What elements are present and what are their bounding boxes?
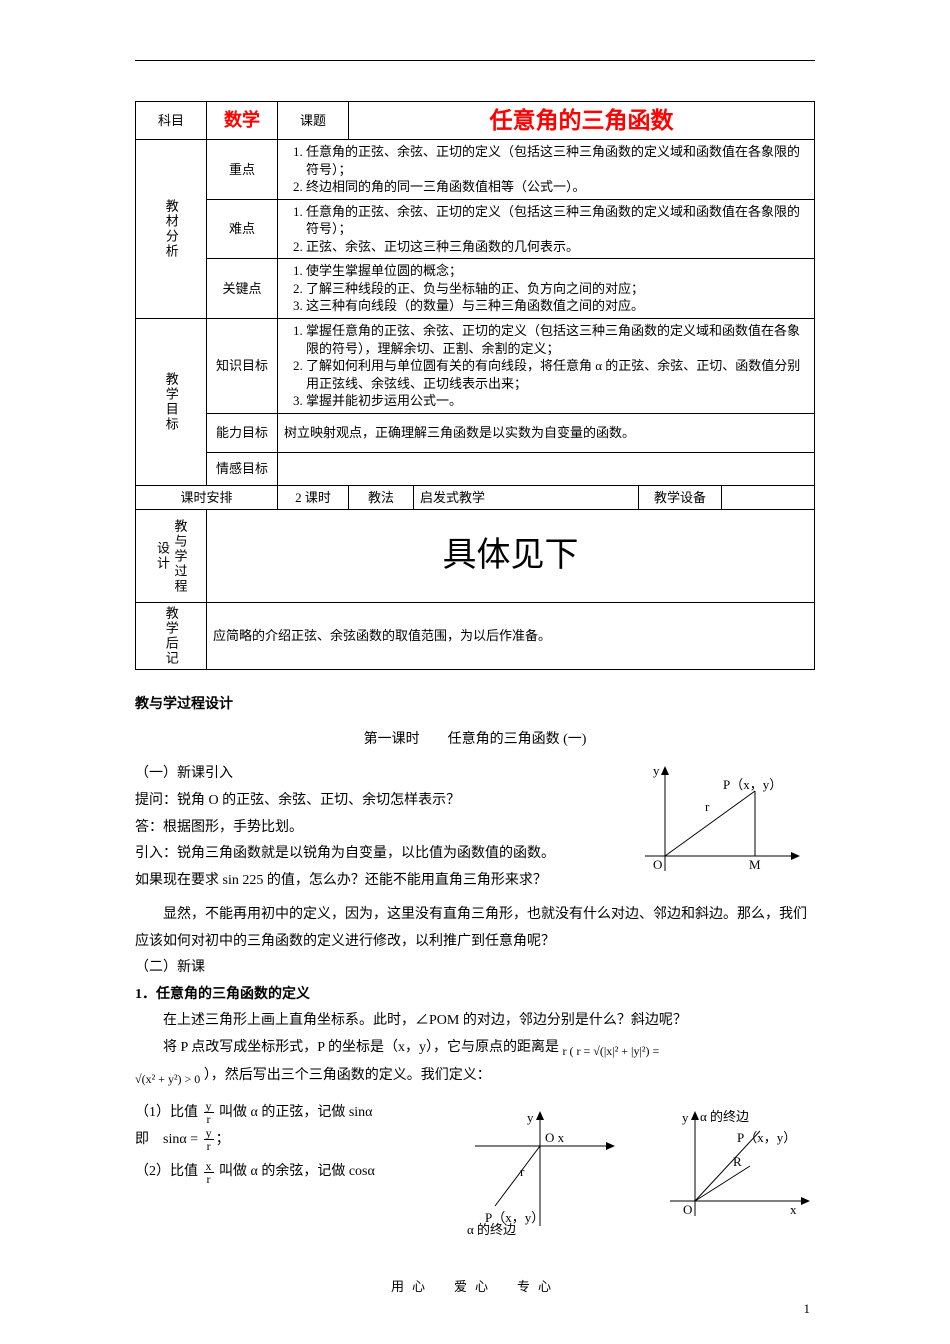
figure-quadrant1: α 的终边 y P（x，y） R O x: [655, 1106, 815, 1236]
footer-motto: 用心 爱心 专心: [135, 1276, 815, 1295]
label-process: 教与学过程设计: [136, 510, 207, 603]
label-keti: 课题: [278, 102, 349, 140]
label-nengli: 能力目标: [207, 413, 278, 452]
p2-2: 将 P 点改写成坐标形式，P 的坐标是（x，y），它与原点的距离是 r ( r …: [135, 1035, 815, 1063]
content-zhishi: 掌握任意角的正弦、余弦、正切的定义（包括这三种三角函数的定义域和函数值在各象限的…: [278, 318, 815, 413]
lesson-heading: 第一课时 任意角的三角函数 (一): [135, 727, 815, 754]
part1-title: （一）新课引入: [135, 761, 635, 788]
def2-b: 叫做 α 的余弦，记做 cosα: [219, 1164, 375, 1179]
page-number: 1: [804, 1301, 811, 1317]
intro-line-2: 如果现在要求 sin 225 的值，怎么办？还能不能用直角三角形来求？: [135, 868, 635, 895]
def-2: （2）比值 xr 叫做 α 的余弦，记做 cosα: [135, 1159, 465, 1186]
nandian-item: 任意角的正弦、余弦、正切的定义（包括这三种三角函数的定义域和函数值在各象限的符号…: [306, 203, 808, 238]
label-subject: 科目: [136, 102, 207, 140]
svg-text:M: M: [749, 857, 761, 872]
zhishi-item: 掌握任意角的正弦、余弦、正切的定义（包括这三种三角函数的定义域和函数值在各象限的…: [306, 322, 808, 357]
value-jiaofa: 启发式教学: [414, 485, 639, 510]
paragraph-1: 显然，不能再用初中的定义，因为，这里没有直角三角形，也就没有什么对边、邻边和斜边…: [135, 902, 815, 955]
svg-text:O: O: [653, 857, 662, 872]
svg-text:x: x: [790, 1202, 797, 1217]
def1-a: （1）比值: [135, 1105, 198, 1120]
lesson-plan-table: 科目 数学 课题 任意角的三角函数 教材分析 重点 任意角的正弦、余弦、正切的定…: [135, 101, 815, 670]
label-zhongdian: 重点: [207, 140, 278, 200]
figure-quadrant3: y O x r P（x，y） α 的终边: [465, 1106, 615, 1236]
svg-text:P（x，y）: P（x，y）: [723, 777, 782, 792]
svg-text:α 的终边: α 的终边: [467, 1222, 516, 1236]
content-zhongdian: 任意角的正弦、余弦、正切的定义（包括这三种三角函数的定义域和函数值在各象限的符号…: [278, 140, 815, 200]
def-1c: 即 sinα = yr；: [135, 1127, 465, 1154]
svg-text:O: O: [683, 1202, 692, 1217]
section-title: 教与学过程设计: [135, 692, 815, 719]
p2-3a: √(x² + y²) > 0: [135, 1071, 200, 1085]
body-section: 教与学过程设计 第一课时 任意角的三角函数 (一) （一）新课引入 提问：锐角 …: [135, 692, 815, 1236]
content-process: 具体见下: [207, 510, 815, 603]
label-qinggan: 情感目标: [207, 452, 278, 485]
fraction-y-r-icon: yr: [204, 1127, 214, 1152]
svg-text:R: R: [733, 1154, 742, 1169]
label-jiaofa: 教法: [349, 485, 414, 510]
heading-1: 1．任意角的三角函数的定义: [135, 982, 815, 1009]
question-line: 提问：锐角 O 的正弦、余弦、正切、余切怎样表示？: [135, 788, 635, 815]
label-keshi: 课时安排: [136, 485, 278, 510]
svg-text:O x: O x: [545, 1130, 565, 1145]
intro2-text: 如果现在要求 sin 225 的值，怎么办？还能不能用直角三角形来求？: [135, 873, 547, 888]
content-nengli: 树立映射观点，正确理解三角函数是以实数为自变量的函数。: [278, 413, 815, 452]
guanjian-item: 这三种有向线段（的数量）与三种三角函数值之间的对应。: [306, 297, 808, 315]
def1-c: 即 sinα =: [135, 1132, 198, 1147]
label-houji: 教学后记: [136, 603, 207, 670]
svg-text:r: r: [705, 799, 710, 814]
zhongdian-item: 终边相同的角的同一三角函数值相等（公式一）。: [306, 178, 808, 196]
label-nandian: 难点: [207, 199, 278, 259]
p2-2a: 将 P 点改写成坐标形式，P 的坐标是（x，y），它与原点的距离是: [163, 1040, 559, 1055]
zhishi-item: 掌握并能初步运用公式一。: [306, 392, 808, 410]
label-jiaocai: 教材分析: [136, 140, 207, 319]
label-zhishi: 知识目标: [207, 318, 278, 413]
svg-text:y: y: [682, 1110, 689, 1125]
content-qinggan: [278, 452, 815, 485]
part2-title: （二）新课: [135, 955, 815, 982]
p2-3b: ），然后写出三个三角函数的定义。我们定义：: [204, 1068, 491, 1083]
content-guanjian: 使学生掌握单位圆的概念； 了解三种线段的正、负与坐标轴的正、负方向之间的对应； …: [278, 259, 815, 319]
label-guanjian: 关键点: [207, 259, 278, 319]
p2-3: √(x² + y²) > 0 ），然后写出三个三角函数的定义。我们定义：: [135, 1063, 815, 1091]
fraction-x-r-icon: xr: [204, 1160, 214, 1185]
guanjian-item: 使学生掌握单位圆的概念；: [306, 262, 808, 280]
answer-line: 答：根据图形，手势比划。: [135, 815, 635, 842]
zhongdian-item: 任意角的正弦、余弦、正切的定义（包括这三种三角函数的定义域和函数值在各象限的符号…: [306, 143, 808, 178]
guanjian-item: 了解三种线段的正、负与坐标轴的正、负方向之间的对应；: [306, 280, 808, 298]
nandian-item: 正弦、余弦、正切这三种三角函数的几何表示。: [306, 238, 808, 256]
label-shebei: 教学设备: [639, 485, 722, 510]
svg-text:y: y: [527, 1110, 534, 1125]
figure-right-triangle: y P（x，y） r O M: [635, 761, 805, 891]
svg-text:y: y: [653, 763, 660, 778]
def1-b: 叫做 α 的正弦，记做 sinα: [219, 1105, 373, 1120]
svg-text:r: r: [520, 1164, 525, 1179]
top-rule: [135, 60, 815, 61]
svg-text:P（x，y）: P（x，y）: [737, 1130, 796, 1145]
label-jiaoxue: 教学目标: [136, 318, 207, 485]
content-houji: 应简略的介绍正弦、余弦函数的取值范围，为以后作准备。: [207, 603, 815, 670]
def-1: （1）比值 yr 叫做 α 的正弦，记做 sinα: [135, 1100, 465, 1127]
intro-line-1: 引入：锐角三角函数就是以锐角为自变量，以比值为函数值的函数。: [135, 841, 635, 868]
content-nandian: 任意角的正弦、余弦、正切的定义（包括这三种三角函数的定义域和函数值在各象限的符号…: [278, 199, 815, 259]
lesson-title: 任意角的三角函数: [349, 102, 815, 140]
value-keshi: 2 课时: [278, 485, 349, 510]
p2-1: 在上述三角形上画上直角坐标系。此时，∠POM 的对边，邻边分别是什么？斜边呢？: [135, 1008, 815, 1035]
fraction-y-r-icon: yr: [204, 1100, 214, 1125]
svg-text:α 的终边: α 的终边: [700, 1109, 749, 1124]
value-subject: 数学: [207, 102, 278, 140]
p2-2b: r ( r = √(|x|² + |y|²) =: [563, 1044, 660, 1058]
def2-a: （2）比值: [135, 1164, 198, 1179]
zhishi-item: 了解如何利用与单位圆有关的有向线段，将任意角 α 的正弦、余弦、正切、函数值分别…: [306, 357, 808, 392]
value-shebei: [722, 485, 815, 510]
